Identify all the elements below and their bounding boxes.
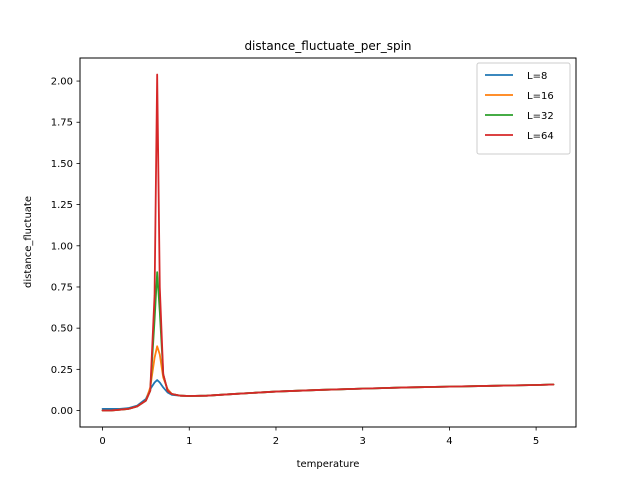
legend-label: L=32 — [527, 111, 554, 122]
x-axis-label: temperature — [297, 459, 360, 470]
y-axis-label: distance_fluctuate — [23, 196, 34, 288]
chart-title: distance_fluctuate_per_spin — [244, 39, 411, 53]
x-tick-label: 2 — [273, 436, 279, 447]
y-tick-label: 0.25 — [51, 365, 73, 376]
x-axis: 0 1 2 3 4 5 — [99, 427, 539, 447]
y-tick-label: 0.00 — [51, 406, 73, 417]
x-tick-label: 3 — [359, 436, 365, 447]
y-tick-label: 0.50 — [51, 324, 73, 335]
y-axis: 0.00 0.25 0.50 0.75 1.00 1.25 1.50 1.75 2.00 — [51, 77, 80, 417]
series-line-l-64 — [101, 73, 555, 412]
legend-label: L=64 — [527, 131, 554, 142]
legend-label: L=8 — [527, 71, 547, 82]
series-lines — [101, 73, 555, 412]
plot-frame — [79, 57, 577, 428]
y-tick-label: 1.50 — [51, 159, 73, 170]
y-tick-label: 0.75 — [51, 282, 73, 293]
x-tick-label: 5 — [533, 436, 539, 447]
y-tick-label: 2.00 — [51, 77, 73, 88]
x-tick-label: 0 — [99, 436, 105, 447]
x-tick-label: 1 — [186, 436, 192, 447]
y-tick-label: 1.25 — [51, 200, 73, 211]
legend-box — [476, 62, 571, 155]
x-tick-label: 4 — [446, 436, 452, 447]
y-tick-label: 1.00 — [51, 241, 73, 252]
legend: L=8 L=16 L=32 L=64 — [476, 62, 571, 155]
legend-label: L=16 — [527, 91, 554, 102]
y-tick-label: 1.75 — [51, 118, 73, 129]
